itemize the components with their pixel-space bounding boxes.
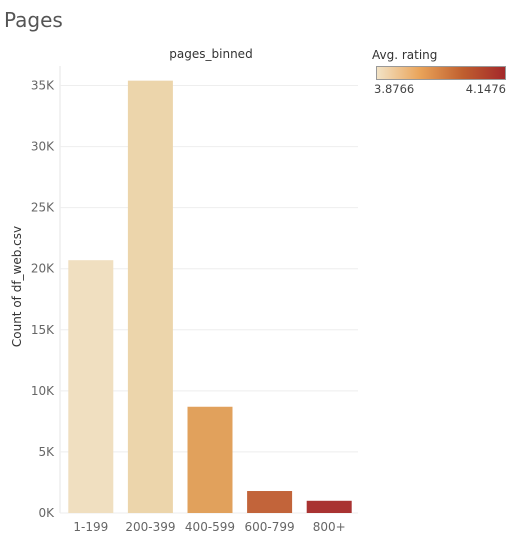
x-tick-label: 400-599: [185, 520, 235, 534]
y-tick-label: 5K: [38, 445, 55, 459]
color-legend: Avg. rating 3.8766 4.1476: [372, 48, 510, 98]
page-title: Pages: [4, 8, 63, 32]
x-tick-label: 800+: [313, 520, 346, 534]
y-axis-label: Count of df_web.csv: [10, 226, 24, 347]
legend-gradient: [376, 66, 506, 80]
y-tick-label: 0K: [38, 506, 55, 520]
x-tick-label: 600-799: [245, 520, 295, 534]
y-tick-label: 10K: [31, 384, 55, 398]
bar-400-599[interactable]: [187, 406, 233, 513]
bar-600-799[interactable]: [247, 491, 293, 513]
bar-800+[interactable]: [306, 500, 352, 513]
bar-1-199[interactable]: [68, 260, 114, 513]
y-tick-label: 35K: [31, 79, 55, 93]
legend-max-label: 4.1476: [465, 82, 506, 96]
y-tick-label: 20K: [31, 262, 55, 276]
legend-min-label: 3.8766: [374, 82, 415, 96]
y-tick-label: 15K: [31, 323, 55, 337]
y-tick-label: 30K: [31, 140, 55, 154]
x-tick-label: 1-199: [73, 520, 108, 534]
legend-title: Avg. rating: [372, 48, 438, 62]
bar-200-399[interactable]: [127, 80, 173, 514]
x-tick-label: 200-399: [125, 520, 175, 534]
chart-title: pages_binned: [169, 47, 252, 61]
y-tick-label: 25K: [31, 201, 55, 215]
